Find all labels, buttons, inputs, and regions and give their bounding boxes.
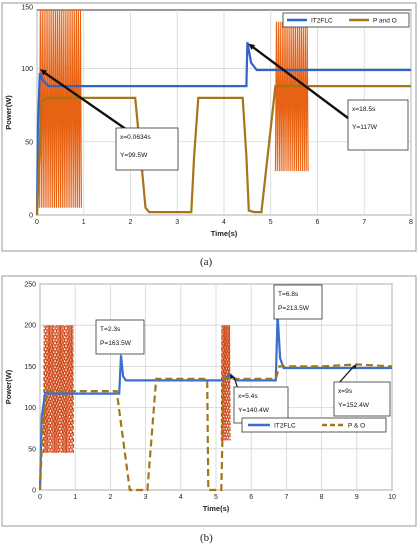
- x-tick-label: 2: [108, 494, 112, 501]
- x-tick-label: 8: [320, 494, 324, 501]
- x-tick-label: 5: [214, 494, 218, 501]
- annotation-arrow: [337, 367, 354, 385]
- legend-box: [241, 417, 387, 433]
- x-tick-label: 1: [73, 494, 77, 501]
- annotation-text: Y=152.4W: [338, 402, 370, 409]
- annotation-box: [333, 381, 391, 417]
- annotation-text: P=213.5W: [278, 305, 310, 312]
- x-tick-label: 4: [179, 494, 183, 501]
- oscillation-band: [38, 9, 82, 208]
- annotation-arrowhead: [230, 374, 235, 380]
- y-axis-label: Power(W): [4, 95, 13, 130]
- series-line-it2flc: [38, 314, 392, 491]
- legend-label: IT2FLC: [311, 18, 333, 25]
- x-tick-label: 7: [362, 219, 366, 226]
- x-axis-label: Time(s): [211, 229, 238, 238]
- series-line-p-o: [38, 363, 393, 492]
- annotation-text: T=6.8s: [278, 291, 299, 298]
- x-tick-label: 0: [35, 219, 39, 226]
- x-tick-label: 1: [82, 219, 86, 226]
- x-tick-label: 3: [175, 219, 179, 226]
- annotation-box: [115, 127, 179, 171]
- annotation-text: Y=140.4W: [238, 407, 270, 414]
- series-line-it2flc: [35, 42, 411, 216]
- legend-label: IT2FLC: [274, 423, 296, 430]
- x-axis-label: Time(s): [203, 504, 230, 513]
- legend-label: P and O: [373, 18, 397, 25]
- x-tick-label: 8: [409, 219, 413, 226]
- x-tick-label: 0: [38, 494, 42, 501]
- annotation-box: [233, 386, 289, 424]
- annotation-arrow: [251, 45, 357, 125]
- annotation-text: Y=99.5W: [120, 152, 148, 159]
- annotation-box: [347, 99, 409, 151]
- y-tick-label: 100: [21, 66, 33, 73]
- annotation-text: T=2.3s: [100, 326, 121, 333]
- x-tick-label: 9: [355, 494, 359, 501]
- chart-0: 0 1 2 3 4 5 6 7 8 0 50 100 150 Time(s) Power(W) x=0.063…: [1, 2, 417, 252]
- annotation-box: [273, 284, 323, 320]
- x-tick-label: 10: [388, 494, 396, 501]
- y-tick-label: 100: [24, 405, 36, 412]
- x-tick-label: 4: [222, 219, 226, 226]
- caption-b: (b): [200, 532, 213, 544]
- y-tick-label: 250: [24, 282, 36, 289]
- annotation-arrowhead: [39, 69, 47, 76]
- y-tick-label: 0: [29, 213, 33, 220]
- x-tick-label: 6: [249, 494, 253, 501]
- series-line-p-and-o: [35, 84, 411, 216]
- x-tick-label: 3: [144, 494, 148, 501]
- y-tick-label: 0: [32, 488, 36, 495]
- y-tick-label: 150: [21, 5, 33, 12]
- chart-1: 0 1 2 3 4 5 6 7 8 9 10050100150200250Time(s)Power(…: [1, 275, 417, 527]
- y-tick-label: 50: [28, 446, 36, 453]
- annotation-arrowhead: [248, 43, 256, 50]
- y-tick-label: 50: [25, 139, 33, 146]
- annotation-text: x=5.4s: [238, 393, 258, 400]
- y-tick-label: 150: [24, 364, 36, 371]
- annotation-text: x=18.5s: [352, 106, 376, 113]
- x-tick-label: 7: [284, 494, 288, 501]
- oscillation-band: [42, 325, 74, 453]
- annotation-text: P=163.5W: [100, 340, 132, 347]
- annotation-box: [95, 319, 145, 355]
- annotation-text: x=0.0634s: [120, 134, 151, 141]
- y-axis-label: Power(W): [4, 369, 13, 404]
- legend-box: [282, 12, 410, 28]
- y-tick-label: 200: [24, 323, 36, 330]
- x-tick-label: 2: [129, 219, 133, 226]
- caption-a: (a): [200, 256, 213, 268]
- x-tick-label: 5: [269, 219, 273, 226]
- annotation-text: x=9s: [338, 388, 353, 395]
- legend-label: P & O: [348, 423, 365, 430]
- x-tick-label: 6: [316, 219, 320, 226]
- annotation-text: Y=117W: [352, 124, 378, 131]
- annotation-arrowhead: [352, 364, 357, 370]
